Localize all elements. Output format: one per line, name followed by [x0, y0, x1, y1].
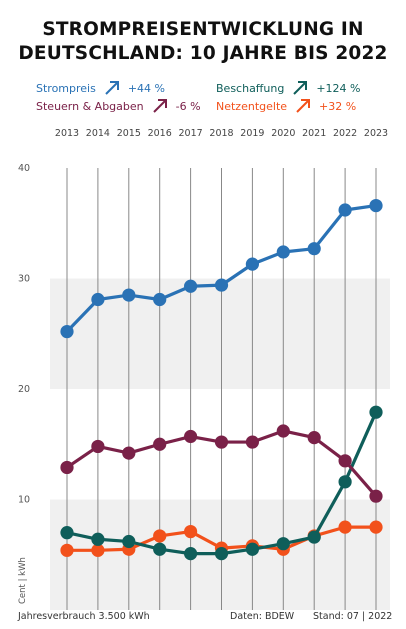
data-point	[369, 405, 383, 419]
data-point	[60, 460, 74, 475]
data-point	[91, 439, 105, 454]
legend-label-beschaffung: Beschaffung	[216, 82, 285, 95]
x-tick-label: 2023	[364, 128, 388, 139]
footer-consumption: Jahresverbrauch 3.500 kWh	[18, 611, 150, 622]
data-point	[60, 526, 74, 540]
data-point	[245, 435, 259, 449]
y-tick-label: 30	[18, 274, 30, 285]
data-point	[307, 431, 321, 445]
data-point	[153, 529, 167, 543]
data-point	[338, 520, 352, 534]
data-point	[245, 542, 259, 556]
x-tick-label: 2013	[55, 128, 79, 139]
footer-source: Daten: BDEW	[230, 611, 295, 622]
data-point	[122, 288, 136, 302]
data-point	[214, 278, 229, 292]
data-point	[184, 279, 198, 293]
data-point	[369, 198, 383, 213]
arrow-up-right-icon	[293, 81, 308, 95]
legend-label-netzentgelte: Netzentgelte	[216, 100, 288, 113]
legend-label-steuern: Steuern & Abgaben	[36, 100, 144, 113]
data-point	[307, 242, 321, 256]
arrow-up-right-icon	[105, 81, 119, 95]
x-tick-label: 2022	[333, 128, 357, 139]
chart-title: STROMPREISENTWICKLUNG IN DEUTSCHLAND: 10…	[0, 18, 406, 66]
x-tick-label: 2015	[117, 128, 141, 139]
data-point	[91, 292, 105, 307]
data-point	[245, 257, 259, 271]
legend-change-steuern: -6 %	[175, 100, 201, 113]
x-tick-label: 2018	[209, 128, 233, 139]
data-point	[214, 435, 229, 449]
data-point	[153, 437, 167, 451]
data-point	[369, 489, 383, 503]
legend: Strompreis +44 % Beschaffung +124 % Steuer…	[0, 0, 406, 130]
data-point	[184, 524, 198, 539]
data-point	[153, 292, 167, 307]
data-point	[184, 547, 198, 561]
legend-item-beschaffung: Beschaffung +124 %	[216, 80, 360, 96]
data-point	[276, 537, 290, 551]
data-point	[122, 534, 136, 549]
x-tick-label: 2016	[148, 128, 172, 139]
legend-label-strompreis: Strompreis	[36, 82, 96, 95]
data-point	[153, 542, 167, 556]
footer-date: Stand: 07 | 2022	[313, 611, 393, 622]
legend-change-netzentgelte: +32 %	[319, 100, 357, 113]
x-tick-label: 2020	[271, 128, 295, 139]
data-point	[91, 543, 105, 557]
data-point	[338, 475, 352, 489]
x-tick-label: 2021	[302, 128, 326, 139]
x-tick-label: 2017	[179, 128, 203, 139]
data-point	[307, 530, 321, 544]
y-tick-label: 40	[18, 163, 30, 174]
x-tick-label: 2014	[86, 128, 110, 139]
data-point	[122, 446, 136, 460]
data-point	[338, 454, 352, 468]
arrow-up-right-icon	[296, 99, 311, 113]
legend-item-steuern: Steuern & Abgaben -6 %	[36, 98, 201, 114]
y-tick-label: 10	[18, 495, 30, 506]
legend-change-beschaffung: +124 %	[316, 82, 361, 95]
data-point	[276, 245, 290, 259]
data-point	[184, 429, 198, 444]
data-point	[214, 547, 229, 561]
title-line-2: DEUTSCHLAND: 10 JAHRE BIS 2022	[18, 43, 388, 64]
title-line-1: STROMPREISENTWICKLUNG IN	[42, 19, 364, 40]
legend-item-strompreis: Strompreis +44 %	[36, 80, 165, 96]
data-point	[338, 203, 352, 217]
legend-change-strompreis: +44 %	[127, 82, 166, 95]
data-point	[276, 424, 290, 438]
data-point	[60, 324, 74, 339]
data-point	[60, 543, 74, 557]
y-axis-label: Cent | kWh	[18, 557, 28, 604]
x-tick-label: 2019	[240, 128, 264, 139]
data-point	[369, 520, 383, 534]
legend-item-netzentgelte: Netzentgelte +32 %	[216, 98, 356, 114]
arrow-up-right-icon	[152, 99, 167, 113]
data-point	[91, 532, 105, 546]
y-tick-label: 20	[18, 384, 30, 395]
